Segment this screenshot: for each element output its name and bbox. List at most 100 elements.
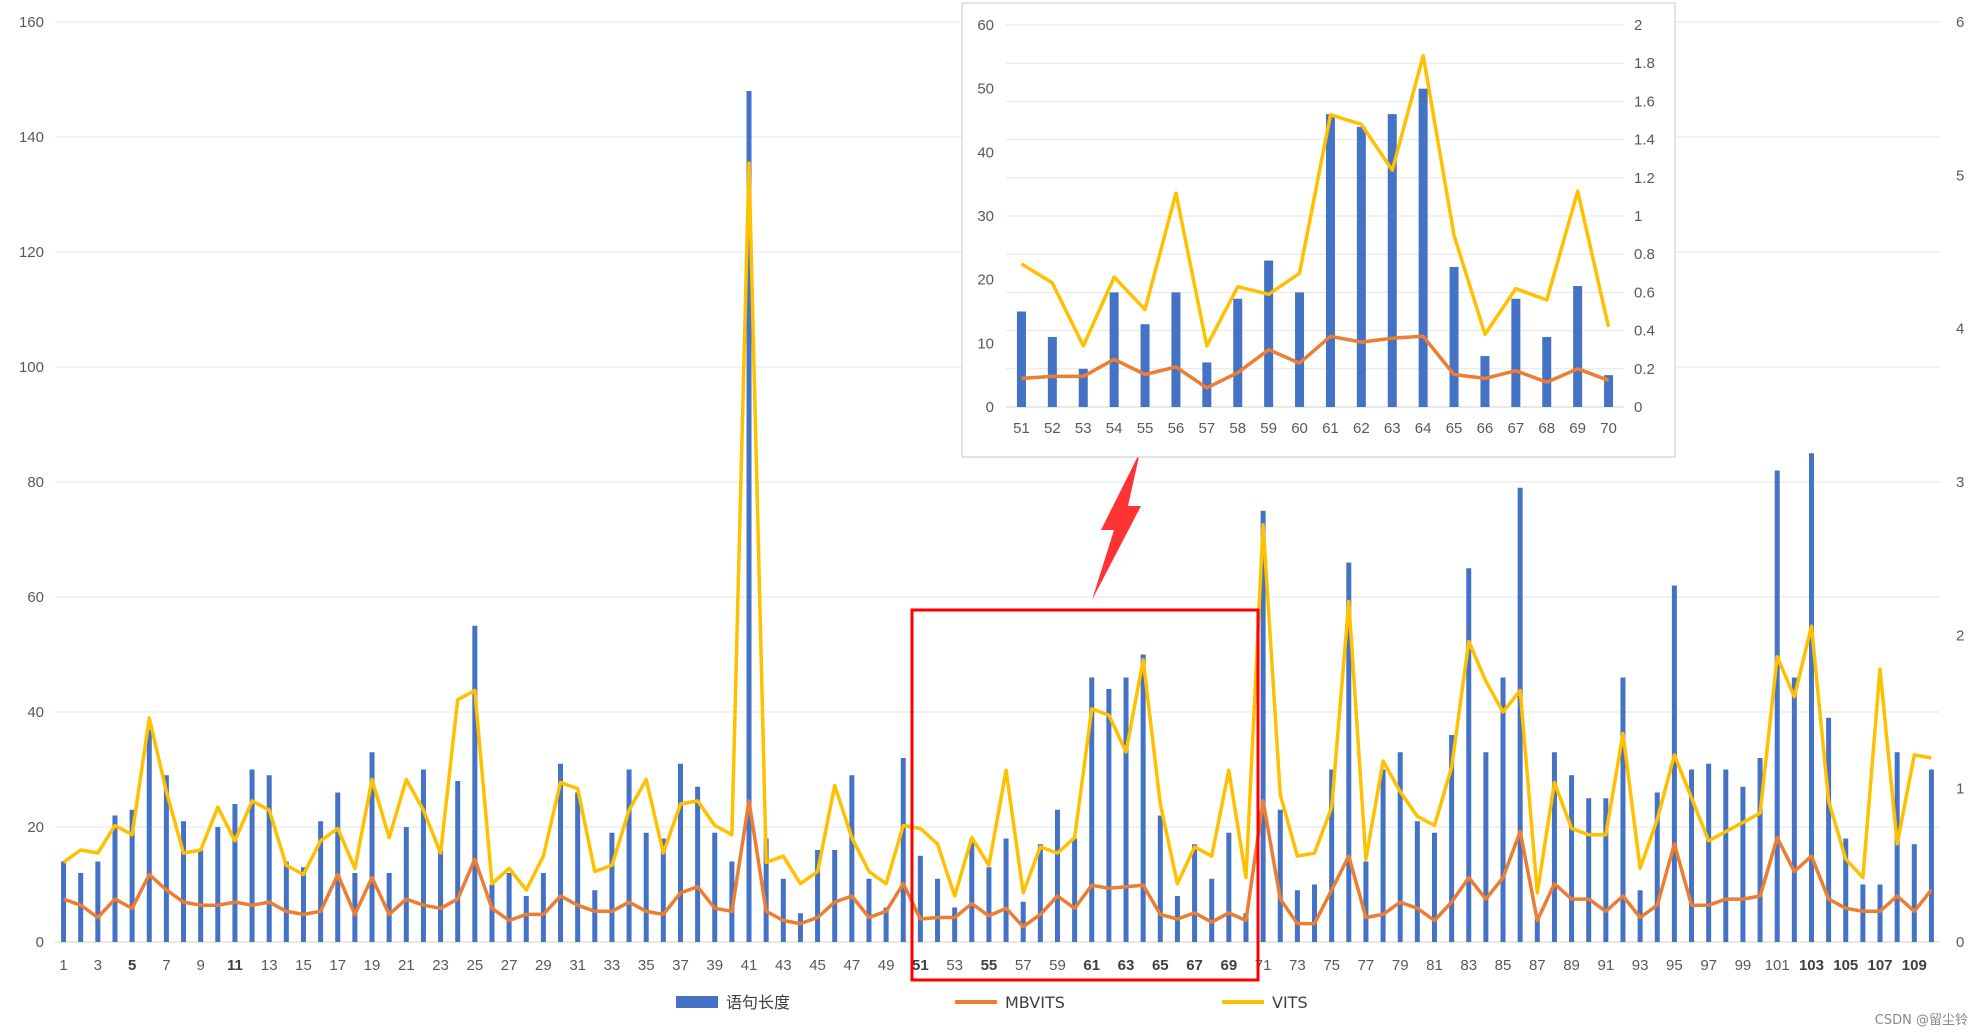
inset-x-tick-label: 64 <box>1415 420 1432 437</box>
main-bar <box>558 763 564 942</box>
inset-bar <box>1233 298 1243 407</box>
main-x-tick-label: 73 <box>1289 957 1306 974</box>
inset-bar <box>1171 292 1181 407</box>
main-bar <box>1808 453 1814 942</box>
inset-y-tick-label: 10 <box>977 335 994 352</box>
main-bar <box>712 832 718 942</box>
main-bar <box>129 809 135 942</box>
highlight-box <box>910 608 1260 982</box>
inset-x-tick-label: 51 <box>1013 420 1030 437</box>
main-x-tick-label: 47 <box>843 957 860 974</box>
inset-x-tick-label: 54 <box>1106 420 1123 437</box>
inset-y2-tick-label: 1.2 <box>1634 170 1655 187</box>
main-x-tick-label: 31 <box>569 957 586 974</box>
inset-y-tick-label: 60 <box>977 17 994 34</box>
callout-arrow <box>1092 452 1141 600</box>
main-x-tick-label: 49 <box>878 957 895 974</box>
main-x-tick-label: 41 <box>741 957 758 974</box>
main-bar <box>677 763 683 942</box>
main-bar <box>472 625 478 942</box>
main-bar <box>1517 487 1523 942</box>
main-y-tick-label: 60 <box>27 589 44 606</box>
main-bar <box>1689 769 1695 942</box>
main-x-tick-label: 103 <box>1799 957 1824 974</box>
main-x-tick-label: 1 <box>59 957 67 974</box>
inset-x-tick-label: 60 <box>1291 420 1308 437</box>
main-x-tick-label: 77 <box>1358 957 1375 974</box>
inset-x-tick-label: 62 <box>1353 420 1370 437</box>
main-bar <box>986 867 992 942</box>
main-bar <box>1226 832 1232 942</box>
main-bar <box>1397 752 1403 942</box>
main-x-tick-label: 107 <box>1868 957 1893 974</box>
inset-y2-tick-label: 2 <box>1634 17 1642 34</box>
inset-y2-tick-label: 0.4 <box>1634 323 1655 340</box>
main-y2-tick-label: 1 <box>1956 781 1964 798</box>
main-x-tick-label: 93 <box>1632 957 1649 974</box>
main-bar <box>249 769 255 942</box>
legend-bar-swatch <box>676 996 718 1008</box>
main-y-tick-label: 80 <box>27 474 44 491</box>
main-x-tick-label: 11 <box>227 957 243 974</box>
main-bar <box>1466 568 1472 942</box>
main-x-tick-label: 13 <box>261 957 278 974</box>
main-bar <box>386 873 392 942</box>
main-bar <box>1140 654 1146 942</box>
main-bar <box>1346 562 1352 942</box>
main-x-tick-label: 87 <box>1529 957 1546 974</box>
main-bar <box>438 850 444 942</box>
main-bar <box>163 775 169 942</box>
main-x-tick-label: 91 <box>1597 957 1614 974</box>
main-bar <box>1843 838 1849 942</box>
main-x-tick-label: 25 <box>466 957 483 974</box>
main-bar <box>1928 769 1934 942</box>
main-x-tick-label: 45 <box>809 957 826 974</box>
inset-x-tick-label: 55 <box>1137 420 1154 437</box>
main-x-tick-label: 17 <box>329 957 346 974</box>
inset-right-axis: 0 0.2 0.4 0.6 0.8 1 1.2 1.4 1.6 1.8 2 <box>1634 17 1655 416</box>
main-x-tick-label: 61 <box>1083 957 1100 974</box>
main-x-tick-label: 79 <box>1392 957 1409 974</box>
main-bar <box>575 792 581 942</box>
inset-bar <box>1449 266 1459 407</box>
inset-x-tick-label: 52 <box>1044 420 1061 437</box>
main-bar <box>1551 752 1557 942</box>
main-bar <box>1020 901 1026 942</box>
inset-y-tick-label: 20 <box>977 272 994 289</box>
inset-x-axis: 51 52 53 54 55 56 57 58 59 60 61 62 63 64 65 66 67 68 69 70 <box>1013 420 1617 437</box>
main-bar <box>95 861 101 942</box>
inset-left-axis: 0 10 20 30 40 50 60 <box>977 17 994 416</box>
main-x-tick-label: 57 <box>1015 957 1032 974</box>
main-x-tick-label: 65 <box>1152 957 1169 974</box>
watermark: CSDN @留尘铃 <box>1875 1013 1968 1028</box>
main-bar <box>369 752 375 942</box>
main-bar <box>746 91 752 942</box>
main-bar <box>1603 798 1609 942</box>
main-y-tick-label: 40 <box>27 704 44 721</box>
main-bar <box>232 804 238 942</box>
inset-y-tick-label: 50 <box>977 81 994 98</box>
main-y2-tick-label: 4 <box>1956 321 1964 338</box>
main-bar <box>540 873 546 942</box>
main-bar <box>1706 763 1712 942</box>
main-y-tick-label: 120 <box>19 244 44 261</box>
main-bar <box>78 873 84 942</box>
main-bar <box>1277 809 1283 942</box>
main-bar <box>455 781 461 942</box>
main-line-vits <box>62 161 1932 898</box>
main-line-mbvits <box>63 799 1933 929</box>
main-x-tick-label: 39 <box>706 957 723 974</box>
main-bar <box>506 873 512 942</box>
main-bar <box>1123 677 1129 942</box>
main-x-tick-label: 81 <box>1426 957 1443 974</box>
main-x-tick-label: 59 <box>1049 957 1066 974</box>
inset-x-tick-label: 67 <box>1508 420 1525 437</box>
main-bar <box>318 821 324 942</box>
main-bar <box>592 890 598 942</box>
inset-bar <box>1016 311 1026 407</box>
main-bar <box>215 827 221 942</box>
main-bar <box>1911 844 1917 942</box>
inset-bar <box>1604 375 1614 407</box>
inset-x-tick-label: 63 <box>1384 420 1401 437</box>
